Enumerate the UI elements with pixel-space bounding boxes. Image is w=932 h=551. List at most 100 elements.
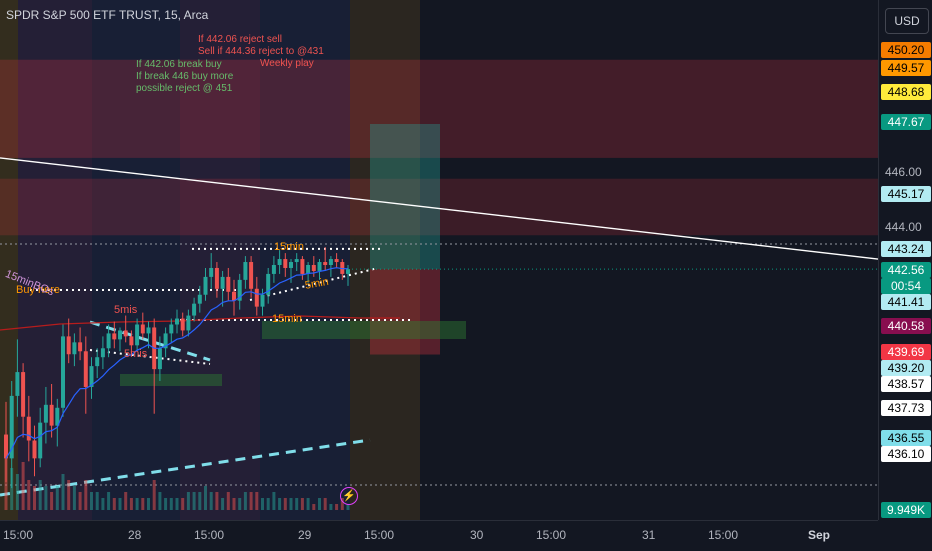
- currency-button[interactable]: USD: [885, 8, 929, 34]
- volume-bar: [129, 498, 133, 510]
- volume-bar: [90, 492, 93, 510]
- session-band: [350, 0, 420, 520]
- price-label: 449.57: [881, 60, 931, 76]
- time-tick: 15:00: [536, 528, 567, 542]
- volume-bar: [61, 474, 65, 510]
- volume-bar: [226, 492, 230, 510]
- volume-bar: [33, 486, 36, 510]
- candle-body: [209, 267, 214, 277]
- candle-body: [175, 318, 179, 325]
- price-label: 437.73: [881, 400, 931, 416]
- loss-zone: [370, 269, 440, 355]
- volume-bar: [44, 486, 48, 510]
- chart-plot-area[interactable]: SPDR S&P 500 ETF TRUST, 15, Arca If 442.…: [0, 0, 878, 520]
- volume-bar: [21, 462, 25, 510]
- candle-body: [232, 291, 236, 301]
- time-axis[interactable]: 15:00 28 15:00 29 15:00 30 15:00 31 15:0…: [0, 520, 878, 551]
- note-weekly-play: Weekly play: [260, 58, 314, 69]
- volume-bar: [4, 456, 8, 510]
- volume-bar: [107, 492, 111, 510]
- price-label: 00:54: [881, 278, 931, 294]
- volume-bar: [55, 486, 59, 510]
- candle-body: [266, 273, 271, 295]
- time-tick: 15:00: [364, 528, 395, 542]
- time-tick: 31: [642, 528, 656, 542]
- time-tick: 15:00: [708, 528, 739, 542]
- candle-body: [203, 276, 208, 295]
- price-label: 443.24: [881, 241, 931, 257]
- symbol-title[interactable]: SPDR S&P 500 ETF TRUST, 15, Arca: [6, 8, 209, 22]
- price-label: 445.17: [881, 186, 931, 202]
- volume-bar: [27, 480, 31, 510]
- volume-bar: [135, 498, 139, 510]
- session-band: [0, 0, 18, 520]
- candle-body: [237, 279, 242, 301]
- volume-bar: [261, 498, 264, 510]
- candle-body: [118, 330, 122, 340]
- candle-body: [317, 262, 322, 271]
- lightning-icon[interactable]: ⚡: [340, 487, 358, 505]
- volume-bar: [306, 498, 310, 510]
- candle-body: [106, 333, 111, 349]
- volume-bar: [124, 492, 128, 510]
- volume-bar: [232, 498, 236, 510]
- time-tick: 30: [470, 528, 484, 542]
- price-axis[interactable]: 446.00 444.00 450.20 449.57 448.68 447.67 44…: [878, 0, 932, 520]
- candle-body: [78, 342, 83, 352]
- profit-zone: [370, 124, 440, 270]
- price-tick: 444.00: [885, 220, 922, 234]
- volume-bar: [181, 498, 185, 510]
- candle-body: [32, 440, 37, 459]
- candle-body: [186, 315, 191, 331]
- volume-bar: [67, 480, 71, 510]
- candle-body: [169, 324, 174, 334]
- volume-bar: [215, 492, 219, 510]
- volume-bar: [192, 492, 196, 510]
- note-sell-reject: Sell if 444.36 reject to @431: [198, 46, 324, 57]
- volume-bar: [38, 480, 42, 510]
- candle-body: [271, 265, 276, 274]
- candle-body: [4, 434, 8, 459]
- candlestick-chart[interactable]: [0, 0, 878, 520]
- volume-bar: [278, 498, 282, 510]
- demand-zone: [262, 321, 466, 339]
- volume-bar: [50, 492, 54, 510]
- volume-bar: [238, 498, 242, 510]
- resistance-zone: [0, 59, 878, 158]
- volume-bar: [186, 492, 190, 510]
- volume-bar: [255, 492, 259, 510]
- candle-body: [146, 327, 151, 334]
- volume-bar: [329, 504, 333, 510]
- volume-bar: [141, 498, 145, 510]
- candle-body: [254, 288, 259, 307]
- price-label: 442.56: [881, 262, 931, 278]
- volume-bar: [198, 492, 202, 510]
- volume-bar: [243, 492, 247, 510]
- rising-dotted-line: [249, 267, 379, 301]
- candle-body: [323, 262, 328, 265]
- note-buy-more: If break 446 buy more: [136, 71, 234, 82]
- volume-bar: [169, 498, 173, 510]
- candle-body: [197, 294, 202, 304]
- price-label: 436.55: [881, 430, 931, 446]
- volume-bar: [118, 498, 122, 510]
- price-label: 9.949K: [881, 502, 931, 518]
- volume-bar: [295, 498, 299, 510]
- candle-body: [9, 395, 14, 459]
- volume-bar: [300, 498, 304, 510]
- volume-bar: [72, 486, 76, 510]
- candle-body: [135, 324, 140, 346]
- candle-body: [220, 276, 225, 289]
- price-label: 439.20: [881, 360, 931, 376]
- time-tick: 29: [298, 528, 312, 542]
- candle-body: [89, 366, 94, 387]
- time-tick: 15:00: [3, 528, 34, 542]
- volume-bar: [312, 504, 316, 510]
- candle-body: [311, 265, 316, 271]
- candle-body: [140, 324, 145, 334]
- time-tick: 28: [128, 528, 142, 542]
- candle-body: [180, 318, 185, 331]
- demand-zone-low: [120, 374, 222, 386]
- candle-body: [334, 259, 339, 263]
- candle-body: [112, 333, 117, 340]
